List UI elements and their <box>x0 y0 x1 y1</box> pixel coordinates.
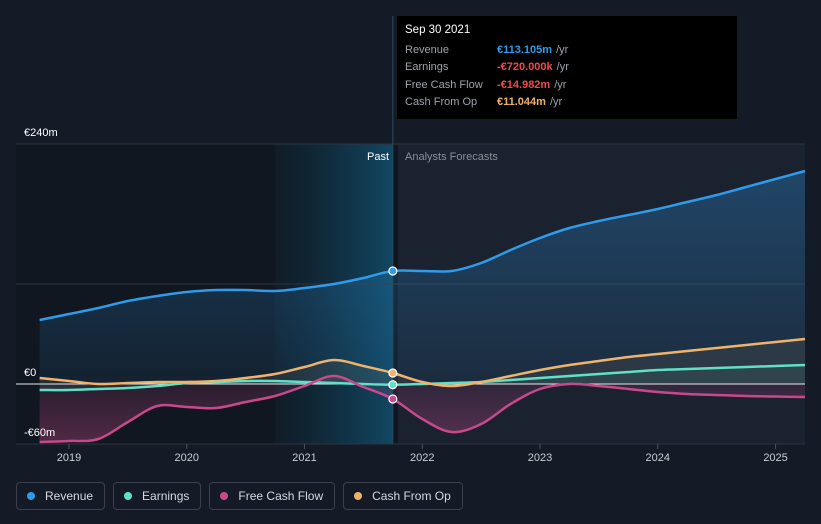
legend-dot-icon <box>124 492 133 500</box>
financial-chart: Past Analysts Forecasts €240m €0 -€60m 201… <box>16 16 806 464</box>
legend-item-revenue[interactable]: Revenue <box>16 482 106 510</box>
tooltip-row-cash-from-op: Cash From Op €11.044m /yr <box>405 94 737 112</box>
legend-item-free-cash-flow[interactable]: Free Cash Flow <box>209 482 336 510</box>
legend-item-cash-from-op[interactable]: Cash From Op <box>343 482 463 510</box>
cash-from-op-area <box>39 339 806 386</box>
legend-label: Free Cash Flow <box>238 489 324 503</box>
x-tick-label: 2019 <box>57 452 81 464</box>
x-tick-label: 2025 <box>763 452 787 464</box>
cash-from-op-line <box>39 337 806 388</box>
legend-label: Earnings <box>142 489 190 503</box>
free-cash-flow-line <box>39 374 806 444</box>
forecast-label: Analysts Forecasts <box>405 151 498 163</box>
free-cash-flow-marker[interactable] <box>388 394 398 404</box>
x-tick-label: 2020 <box>175 452 199 464</box>
tooltip-unit: /yr <box>549 96 563 109</box>
tooltip-value: -€14.982m <box>497 78 551 91</box>
legend-dot-icon <box>354 492 363 500</box>
tooltip-label: Free Cash Flow <box>405 78 483 91</box>
chart-legend: Revenue Earnings Free Cash Flow Cash Fro… <box>16 482 463 510</box>
earnings-line <box>39 363 806 392</box>
tooltip-label: Earnings <box>405 61 449 74</box>
earnings-marker[interactable] <box>388 380 398 390</box>
x-tick-label: 2022 <box>410 452 434 464</box>
tooltip-unit: /yr <box>554 78 567 91</box>
tooltip-unit: /yr <box>556 43 569 56</box>
tooltip-unit: /yr <box>556 61 569 74</box>
tooltip-date: Sep 30 2021 <box>405 24 471 36</box>
x-tick-label: 2021 <box>292 452 316 464</box>
data-tooltip: Sep 30 2021 Revenue €113.105m /yr Earnin… <box>397 16 737 119</box>
tooltip-row-free-cash-flow: Free Cash Flow -€14.982m /yr <box>405 76 737 94</box>
cash-from-op-marker[interactable] <box>388 368 398 378</box>
tooltip-row-earnings: Earnings -€720.000k /yr <box>405 59 737 77</box>
y-tick-label: €240m <box>24 127 58 139</box>
legend-label: Revenue <box>45 489 94 503</box>
past-label: Past <box>367 151 389 163</box>
legend-item-earnings[interactable]: Earnings <box>113 482 202 510</box>
tooltip-row-revenue: Revenue €113.105m /yr <box>405 41 737 59</box>
free-cash-flow-area <box>39 375 806 442</box>
tooltip-label: Revenue <box>405 43 450 56</box>
revenue-area <box>39 171 806 384</box>
y-tick-label: €0 <box>24 367 36 379</box>
legend-dot-icon <box>27 492 35 500</box>
tooltip-value: €113.105m <box>497 43 553 56</box>
x-tick-label: 2024 <box>646 452 670 464</box>
revenue-line <box>39 169 806 322</box>
legend-dot-icon <box>220 492 229 500</box>
x-tick-label: 2023 <box>528 452 552 464</box>
y-tick-label: -€60m <box>24 427 55 439</box>
tooltip-label: Cash From Op <box>405 96 478 109</box>
legend-label: Cash From Op <box>372 489 451 503</box>
revenue-marker[interactable] <box>388 266 398 276</box>
tooltip-value: -€720.000k <box>497 61 553 74</box>
tooltip-value: €11.044m <box>497 96 546 109</box>
